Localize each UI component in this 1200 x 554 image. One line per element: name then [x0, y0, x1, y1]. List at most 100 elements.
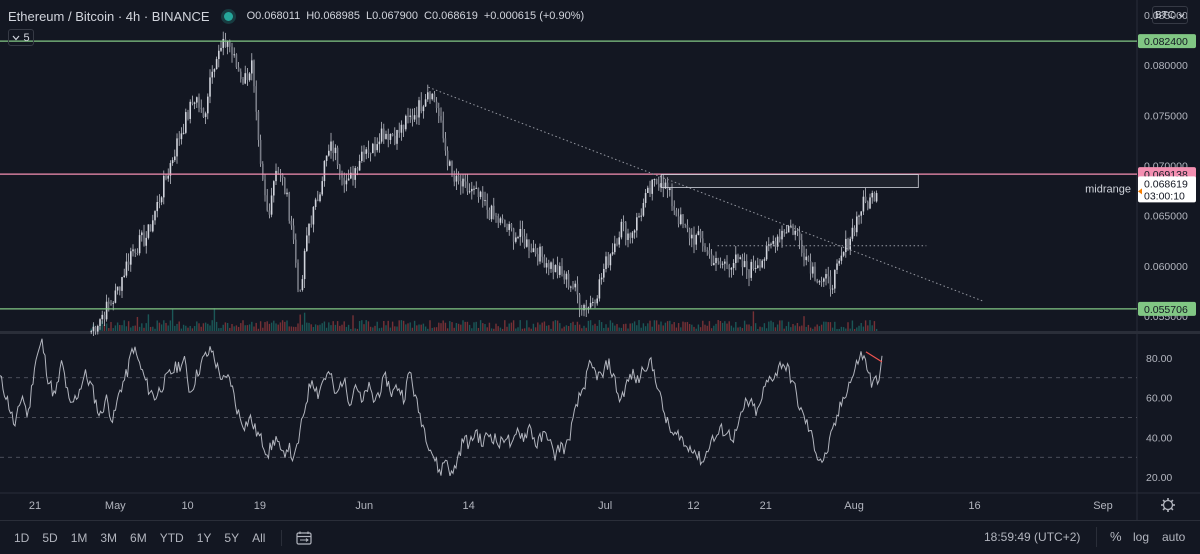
volume-bar: [429, 320, 431, 331]
volume-bar: [550, 328, 552, 331]
candle: [407, 107, 409, 124]
candle: [449, 159, 451, 167]
percent-scale-button[interactable]: %: [1110, 529, 1122, 544]
auto-scale-button[interactable]: auto: [1162, 530, 1186, 544]
candle: [369, 152, 372, 162]
volume-bar: [521, 328, 524, 331]
volume-bar: [418, 324, 420, 331]
range-button-5d[interactable]: 5D: [42, 530, 58, 545]
volume-bar: [270, 322, 273, 331]
volume-bar: [143, 327, 145, 331]
volume-bar: [871, 325, 873, 331]
calendar-range-icon[interactable]: [281, 529, 313, 546]
trendline[interactable]: [428, 86, 983, 302]
volume-bar: [862, 326, 865, 331]
volume-bar: [422, 323, 425, 331]
volume-bar: [152, 326, 154, 331]
pane-separator[interactable]: [0, 331, 1200, 334]
candle: [803, 245, 805, 267]
volume-bar: [132, 325, 134, 331]
volume-bar: [545, 325, 548, 331]
volume-bar: [629, 323, 631, 331]
indicators-toggle-button[interactable]: 5: [8, 29, 34, 46]
log-scale-button[interactable]: log: [1133, 530, 1150, 544]
volume-bar: [754, 323, 757, 331]
candle: [695, 233, 698, 251]
candle: [207, 93, 209, 120]
candle: [532, 240, 535, 253]
volume-bar: [314, 324, 317, 331]
candle: [251, 53, 253, 81]
range-button-1m[interactable]: 1M: [70, 530, 88, 545]
chart-background: [0, 0, 1200, 520]
volume-bar: [231, 324, 233, 331]
volume-bar: [446, 328, 449, 331]
range-button-6m[interactable]: 6M: [130, 530, 147, 545]
candle: [761, 259, 764, 269]
volume-bar: [101, 320, 103, 331]
rsi-divergence-line[interactable]: [865, 351, 883, 363]
rsi-pane: [0, 338, 1137, 477]
candle: [541, 246, 544, 263]
range-button-all[interactable]: All: [252, 530, 266, 545]
volume-bar: [512, 320, 515, 331]
range-button-5y[interactable]: 5Y: [224, 530, 240, 545]
volume-bar: [321, 323, 323, 331]
candle: [372, 142, 374, 154]
volume-bar: [484, 324, 486, 331]
volume-bar: [706, 325, 708, 331]
volume-bar: [435, 327, 438, 331]
volume-bar: [851, 320, 854, 331]
volume-bar: [438, 322, 440, 331]
volume-bar: [622, 324, 625, 331]
range-button-1y[interactable]: 1Y: [196, 530, 212, 545]
price-tick-label: 0.065000: [1144, 211, 1188, 223]
candle: [193, 101, 196, 110]
candle: [655, 178, 658, 185]
range-button-3m[interactable]: 3M: [100, 530, 118, 545]
volume-bar: [235, 325, 238, 331]
ohlc-change: +0.000615 (+0.90%): [483, 10, 585, 22]
volume-bar: [255, 322, 257, 331]
candle: [185, 108, 187, 135]
candle: [616, 238, 618, 247]
candle: [847, 237, 849, 251]
candle: [477, 187, 480, 203]
volume-bar: [561, 328, 563, 331]
candle: [422, 104, 425, 119]
candle: [620, 218, 623, 240]
currency-selector[interactable]: BTC: [1152, 6, 1188, 24]
volume-bar: [818, 326, 821, 331]
candle: [493, 197, 495, 220]
range-button-ytd[interactable]: YTD: [159, 530, 184, 545]
gear-icon[interactable]: [1161, 498, 1175, 512]
volume-bar: [286, 320, 288, 331]
clock-display[interactable]: 18:59:49 (UTC+2): [984, 530, 1081, 544]
volume-bar: [585, 327, 587, 331]
chart-canvas[interactable]: midrange 0.0550000.0600000.0650000.07000…: [0, 0, 1200, 520]
candle: [457, 171, 460, 185]
volume-bar: [119, 325, 121, 331]
volume-bar: [781, 320, 783, 331]
candle: [814, 262, 816, 282]
candle: [110, 299, 112, 306]
range-button-1d[interactable]: 1D: [14, 530, 30, 545]
volume-bar: [396, 326, 398, 331]
candle: [332, 140, 335, 162]
volume-bar: [717, 320, 719, 331]
symbol-title[interactable]: Ethereum / Bitcoin · 4h · BINANCE: [8, 8, 210, 24]
volume-bar: [605, 324, 607, 331]
volume-bar: [537, 322, 539, 331]
candle: [757, 257, 759, 269]
candle: [726, 255, 728, 270]
volume-bar: [680, 327, 682, 331]
candle: [578, 293, 581, 318]
candle: [438, 102, 440, 124]
volume-bar: [761, 327, 763, 331]
volume-bar: [420, 324, 422, 331]
resistance-zone[interactable]: [660, 174, 919, 188]
midrange-label[interactable]: midrange: [1085, 184, 1131, 196]
candle: [231, 42, 233, 63]
candle: [471, 181, 473, 200]
candle: [834, 269, 836, 293]
